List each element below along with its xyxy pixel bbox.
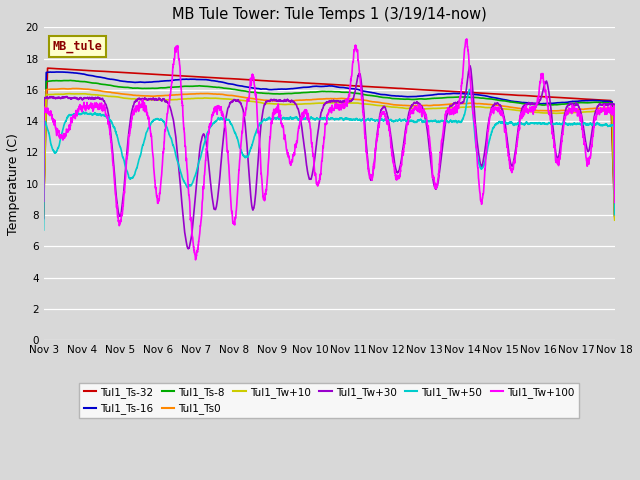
Line: Tul1_Tw+10: Tul1_Tw+10	[44, 94, 614, 220]
Tul1_Tw+30	[490, 103, 498, 109]
Tul1_Ts0	[610, 187, 618, 192]
Tul1_Ts-8	[67, 77, 74, 83]
Line: Tul1_Ts0: Tul1_Ts0	[44, 88, 614, 218]
Tul1_Tw+100	[192, 257, 200, 263]
Tul1_Ts-16	[308, 84, 316, 89]
Tul1_Tw+50	[426, 119, 433, 124]
Tul1_Ts-8	[458, 94, 465, 100]
Tul1_Ts-32	[40, 201, 47, 207]
Tul1_Tw+100	[40, 198, 47, 204]
Tul1_Tw+100	[308, 141, 316, 147]
Tul1_Tw+30	[184, 246, 192, 252]
Tul1_Tw+10	[490, 105, 497, 110]
Line: Tul1_Tw+100: Tul1_Tw+100	[44, 39, 614, 260]
Line: Tul1_Tw+30: Tul1_Tw+30	[44, 66, 614, 249]
Tul1_Ts-32	[458, 89, 465, 95]
Tul1_Ts-8	[308, 89, 316, 95]
Tul1_Ts-32	[426, 87, 433, 93]
Tul1_Ts-16	[143, 79, 150, 85]
Tul1_Tw+10	[65, 91, 73, 96]
Tul1_Ts0	[308, 97, 316, 103]
Tul1_Tw+100	[142, 104, 150, 110]
Tul1_Tw+100	[458, 83, 465, 89]
Tul1_Tw+10	[610, 189, 618, 194]
Tul1_Ts-8	[610, 183, 618, 189]
Tul1_Tw+50	[611, 212, 618, 217]
Tul1_Tw+100	[426, 138, 433, 144]
Tul1_Tw+50	[610, 123, 618, 129]
Tul1_Ts0	[40, 212, 47, 218]
Tul1_Tw+30	[308, 173, 316, 179]
Tul1_Ts0	[73, 85, 81, 91]
Tul1_Tw+10	[143, 97, 150, 103]
Tul1_Ts-8	[40, 208, 47, 214]
Tul1_Tw+50	[466, 86, 474, 92]
Tul1_Ts-32	[44, 65, 51, 71]
Tul1_Tw+30	[458, 100, 465, 106]
Title: MB Tule Tower: Tule Temps 1 (3/19/14-now): MB Tule Tower: Tule Temps 1 (3/19/14-now…	[172, 7, 486, 22]
Tul1_Tw+50	[40, 227, 47, 233]
Tul1_Ts-16	[52, 69, 60, 75]
Tul1_Ts-16	[40, 204, 47, 209]
Tul1_Ts-16	[426, 93, 433, 98]
Line: Tul1_Ts-8: Tul1_Ts-8	[44, 80, 614, 216]
Tul1_Tw+10	[458, 105, 465, 110]
Tul1_Tw+50	[490, 125, 497, 131]
Tul1_Ts-16	[611, 212, 618, 218]
Tul1_Ts0	[458, 101, 465, 107]
Tul1_Tw+50	[308, 115, 316, 121]
Tul1_Ts-16	[490, 95, 497, 100]
Tul1_Tw+30	[40, 216, 47, 221]
Tul1_Tw+10	[40, 215, 47, 220]
Tul1_Ts-16	[610, 182, 618, 188]
Tul1_Tw+30	[142, 96, 150, 102]
Tul1_Ts0	[611, 216, 618, 221]
Tul1_Ts-32	[611, 214, 618, 219]
Legend: Tul1_Ts-32, Tul1_Ts-16, Tul1_Ts-8, Tul1_Ts0, Tul1_Tw+10, Tul1_Tw+30, Tul1_Tw+50,: Tul1_Ts-32, Tul1_Ts-16, Tul1_Ts-8, Tul1_…	[79, 383, 579, 418]
Tul1_Ts-8	[143, 85, 150, 91]
Tul1_Ts-8	[611, 213, 618, 219]
Tul1_Tw+10	[308, 101, 316, 107]
Tul1_Tw+30	[466, 63, 474, 69]
Tul1_Tw+30	[426, 148, 433, 154]
Line: Tul1_Tw+50: Tul1_Tw+50	[44, 89, 614, 230]
Tul1_Tw+10	[611, 217, 618, 223]
Tul1_Tw+100	[490, 108, 498, 114]
Line: Tul1_Ts-32: Tul1_Ts-32	[44, 68, 614, 216]
Tul1_Ts-8	[490, 96, 497, 102]
Line: Tul1_Ts-16: Tul1_Ts-16	[44, 72, 614, 215]
Tul1_Tw+50	[458, 119, 465, 125]
Tul1_Tw+100	[463, 36, 470, 42]
Tul1_Ts-32	[143, 71, 150, 77]
Tul1_Tw+10	[426, 106, 433, 111]
Tul1_Tw+30	[611, 101, 618, 107]
Tul1_Ts0	[490, 102, 497, 108]
Tul1_Ts-32	[490, 91, 497, 97]
Tul1_Ts0	[143, 93, 150, 99]
Text: MB_tule: MB_tule	[52, 40, 102, 53]
Tul1_Ts-8	[426, 96, 433, 101]
Tul1_Ts0	[426, 103, 433, 108]
Tul1_Tw+50	[142, 130, 150, 136]
Tul1_Tw+30	[611, 190, 618, 196]
Tul1_Tw+100	[611, 104, 618, 110]
Tul1_Ts-32	[610, 193, 618, 199]
Tul1_Tw+100	[611, 200, 618, 205]
Y-axis label: Temperature (C): Temperature (C)	[7, 133, 20, 235]
Tul1_Ts-16	[458, 91, 465, 96]
Tul1_Ts-32	[308, 81, 316, 86]
